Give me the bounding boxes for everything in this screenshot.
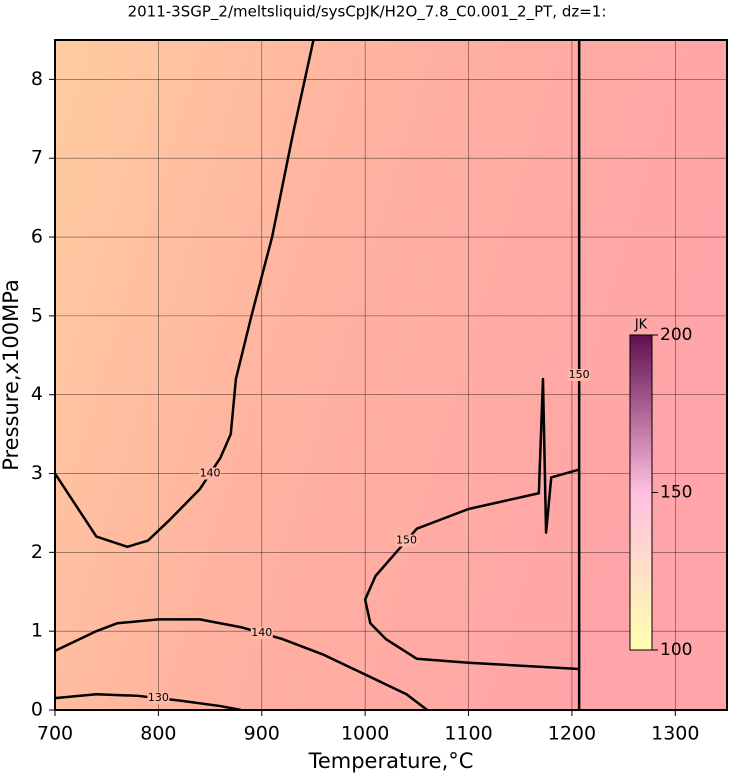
- y-tick-label: 5: [31, 304, 43, 326]
- y-tick-label: 0: [31, 699, 43, 721]
- y-tick-label: 1: [31, 620, 43, 642]
- x-axis-label: Temperature,°C: [308, 749, 474, 773]
- colorbar-label: JK: [634, 318, 648, 333]
- x-tick-label: 1200: [548, 723, 596, 745]
- x-tick-label: 700: [37, 723, 73, 745]
- y-tick-label: 7: [31, 147, 43, 169]
- contour-label: 140: [251, 626, 272, 639]
- plot-background: [55, 40, 727, 710]
- y-tick-label: 4: [31, 383, 43, 405]
- colorbar: [629, 334, 653, 651]
- contour-label: 130: [148, 691, 169, 704]
- contour-label-bg: [395, 534, 418, 547]
- y-tick-label: 8: [31, 68, 43, 90]
- y-tick-label: 3: [31, 462, 43, 484]
- contour-label: 150: [396, 534, 417, 547]
- plot-frame: [54, 39, 728, 711]
- y-tick-label: 6: [31, 226, 43, 248]
- x-tick-label: 1300: [651, 723, 699, 745]
- colorbar-tick-label: 200: [660, 325, 692, 345]
- x-tick-label: 1000: [341, 723, 389, 745]
- x-tick-label: 1100: [444, 723, 492, 745]
- y-tick-label: 2: [31, 541, 43, 563]
- colorbar-tick-label: 150: [660, 483, 692, 503]
- contour-label-bg: [147, 692, 170, 705]
- contour-label: 140: [200, 467, 221, 480]
- contour-label-bg: [568, 369, 591, 381]
- x-tick-label: 900: [244, 723, 280, 745]
- y-axis-label: Pressure,x100MPa: [0, 279, 23, 471]
- contour-label: 150: [569, 368, 590, 381]
- contour-line: [55, 618, 428, 710]
- contour-label-bg: [250, 627, 273, 640]
- chart-title: 2011-3SGP_2/meltsliquid/sysCpJK/H2O_7.8_…: [128, 3, 607, 22]
- colorbar-tick-label: 100: [660, 640, 692, 660]
- contour-label-bg: [199, 467, 222, 480]
- x-tick-label: 800: [140, 723, 176, 745]
